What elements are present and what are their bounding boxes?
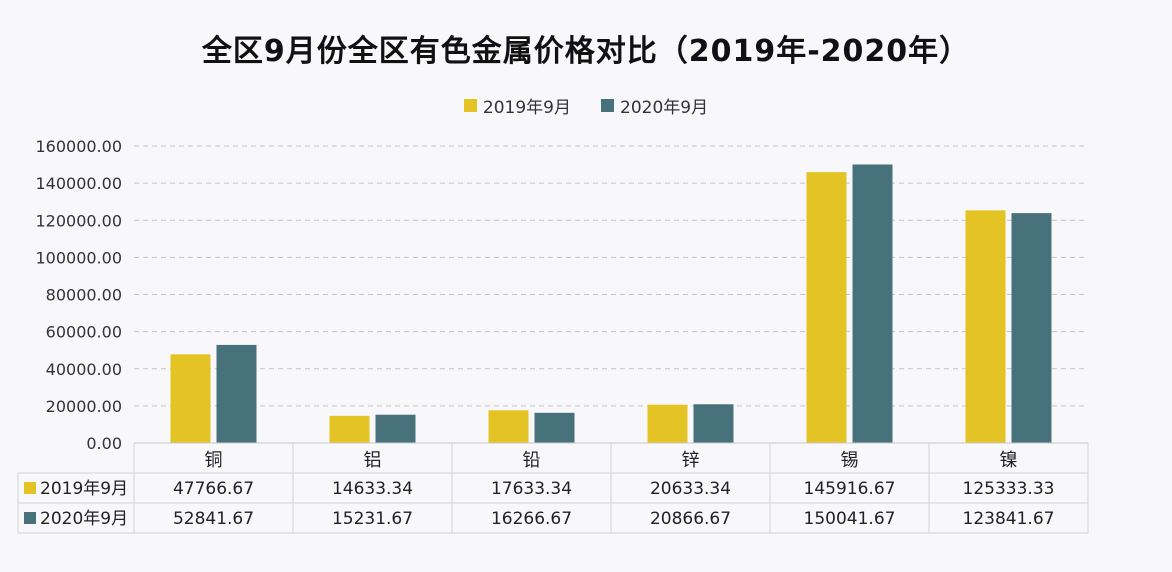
bar-series1 [806, 172, 847, 443]
table-cell-value: 14633.34 [332, 479, 413, 499]
table-cell-value: 125333.33 [963, 479, 1055, 499]
table-cell-value: 17633.34 [491, 479, 572, 499]
category-label: 铝 [364, 450, 382, 471]
bar-series2 [216, 344, 257, 443]
table-cell-value: 20866.67 [650, 509, 731, 529]
legend-label-series2: 2020年9月 [620, 98, 709, 118]
table-cell-value: 47766.67 [173, 479, 254, 499]
y-tick-label: 120000.00 [35, 211, 122, 230]
bar-series1 [965, 210, 1006, 443]
legend-swatch-series2 [601, 99, 614, 112]
table-cell-value: 150041.67 [804, 509, 896, 529]
category-label: 镍 [1000, 450, 1018, 471]
table-swatch-series1 [24, 482, 36, 494]
chart-title: 全区9月份全区有色金属价格对比（2019年-2020年） [201, 34, 971, 69]
legend-label-series1: 2019年9月 [482, 98, 571, 118]
bar-series2 [375, 414, 416, 443]
bar-series2 [534, 412, 575, 443]
y-tick-label: 160000.00 [35, 137, 122, 156]
table-cell-value: 123841.67 [963, 509, 1055, 529]
bar-series2 [1011, 213, 1052, 443]
y-tick-label: 80000.00 [46, 286, 122, 305]
bar-series1 [647, 404, 688, 443]
table-cell-value: 16266.67 [491, 509, 572, 529]
table-cell-value: 145916.67 [804, 479, 896, 499]
bar-series1 [170, 354, 211, 443]
table-cell-value: 20633.34 [650, 479, 731, 499]
table-cell-value: 52841.67 [173, 509, 254, 529]
y-tick-label: 0.00 [86, 434, 122, 453]
category-label: 铅 [523, 450, 541, 471]
legend: 2019年9月 2020年9月 [0, 93, 1172, 118]
table-swatch-series2 [24, 512, 36, 524]
bar-series1 [488, 410, 529, 443]
legend-item-series1: 2019年9月 [463, 93, 571, 118]
category-label: 锌 [682, 450, 700, 471]
y-tick-label: 100000.00 [35, 248, 122, 267]
legend-item-series2: 2020年9月 [601, 93, 708, 118]
bar-series1 [329, 415, 370, 443]
y-tick-label: 60000.00 [46, 323, 122, 342]
y-tick-label: 40000.00 [46, 360, 122, 379]
table-series-name: 2019年9月 [40, 479, 128, 499]
category-label: 铜 [205, 450, 223, 471]
table-series-name: 2020年9月 [40, 509, 128, 529]
bar-series2 [693, 404, 734, 443]
table-cell-value: 15231.67 [332, 509, 413, 529]
y-tick-label: 140000.00 [35, 174, 122, 193]
category-label: 锡 [841, 450, 859, 471]
bar-series2 [852, 164, 893, 443]
legend-swatch-series1 [463, 99, 477, 112]
y-tick-label: 20000.00 [46, 397, 122, 416]
